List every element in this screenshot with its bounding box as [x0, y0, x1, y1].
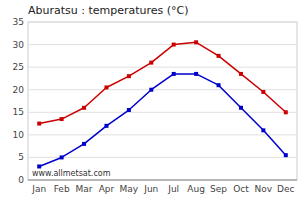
series-line — [39, 74, 286, 167]
marker — [194, 72, 198, 76]
marker — [104, 124, 108, 128]
marker — [104, 85, 108, 89]
series-group — [37, 40, 288, 168]
marker — [82, 142, 86, 146]
marker — [60, 117, 64, 121]
grid-line — [28, 89, 297, 90]
chart: 0 5 10 15 20 25 30 35 Jan Feb Mar Apr May Jun Jul Aug Se… — [0, 0, 305, 200]
y-grid — [28, 22, 297, 180]
x-tick-label: Apr — [99, 184, 115, 194]
marker — [261, 128, 265, 132]
plot-area — [28, 22, 297, 180]
marker — [82, 106, 86, 110]
x-tick-label: Jun — [143, 184, 158, 194]
grid-line — [28, 134, 297, 135]
y-tick-label: 10 — [13, 130, 25, 140]
grid-line — [28, 22, 297, 23]
x-tick-label: Dec — [277, 184, 294, 194]
marker — [127, 108, 131, 112]
marker — [261, 90, 265, 94]
x-tick-label: Sep — [210, 184, 227, 194]
x-tick-label: Nov — [255, 184, 273, 194]
marker — [37, 164, 41, 168]
x-tick-label: Feb — [54, 184, 70, 194]
x-axis-line — [28, 180, 297, 181]
marker — [217, 83, 221, 87]
y-tick-label: 25 — [13, 62, 24, 72]
marker — [217, 54, 221, 58]
marker — [239, 72, 243, 76]
x-tick-label: Mar — [76, 184, 93, 194]
x-tick-label: Aug — [187, 184, 205, 194]
y-tick-label: 20 — [13, 85, 25, 95]
x-axis: Jan Feb Mar Apr May Jun Jul Aug Sep Oct Nov Dec — [31, 184, 294, 194]
grid-line — [28, 112, 297, 113]
marker — [239, 106, 243, 110]
marker — [284, 110, 288, 114]
x-tick-label: May — [120, 184, 139, 194]
marker — [127, 74, 131, 78]
marker — [172, 72, 176, 76]
watermark: www.allmetsat.com — [32, 169, 111, 178]
marker — [172, 43, 176, 47]
y-tick-label: 15 — [13, 107, 24, 117]
x-tick-label: Jan — [31, 184, 46, 194]
grid-line — [28, 44, 297, 45]
y-tick-label: 30 — [13, 40, 25, 50]
x-tick-label: Oct — [233, 184, 249, 194]
marker — [149, 61, 153, 65]
marker — [149, 88, 153, 92]
marker — [37, 122, 41, 126]
y-tick-label: 0 — [18, 175, 24, 185]
y-axis: 0 5 10 15 20 25 30 35 — [13, 17, 25, 185]
grid-line — [28, 180, 297, 181]
series-line — [39, 42, 286, 123]
y-tick-label: 35 — [13, 17, 24, 27]
marker — [60, 155, 64, 159]
y-tick-label: 5 — [18, 152, 24, 162]
x-tick-label: Jul — [167, 184, 179, 194]
grid-line — [28, 67, 297, 68]
marker — [284, 153, 288, 157]
title: Aburatsu : temperatures (°C) — [28, 4, 189, 17]
marker — [194, 40, 198, 44]
grid-line — [28, 157, 297, 158]
